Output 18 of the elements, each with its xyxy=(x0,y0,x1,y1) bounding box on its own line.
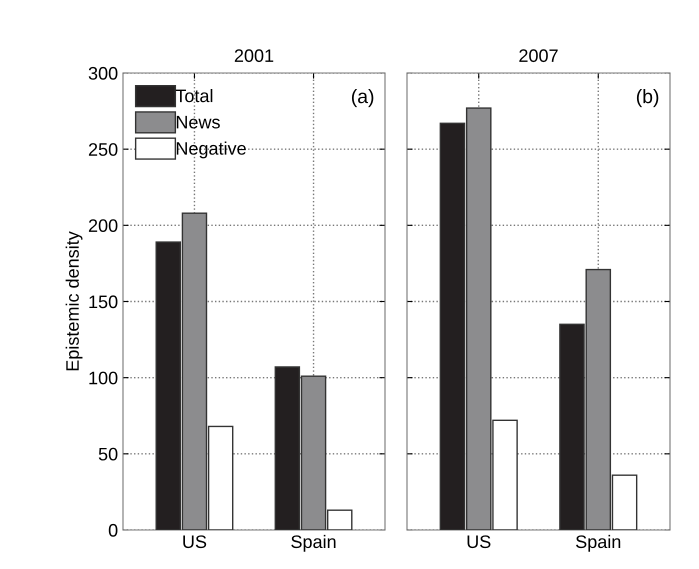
legend-label: News xyxy=(176,116,220,129)
y-tick-label: 150 xyxy=(89,295,118,308)
y-tick-label: 100 xyxy=(89,372,118,384)
annotation: (b) xyxy=(636,88,658,108)
x-tick-label: Spain xyxy=(576,534,620,552)
y-tick-label: 300 xyxy=(88,66,118,80)
y-tick-label: 50 xyxy=(98,448,118,461)
chart-title: 2007 xyxy=(519,49,558,62)
x-tick-label: Spain xyxy=(291,534,336,552)
y-tick-label: 250 xyxy=(88,143,118,156)
chart-title: 2001 xyxy=(234,49,274,62)
y-axis-title: Epistemic density xyxy=(66,231,82,370)
y-tick-label: 200 xyxy=(88,219,118,232)
x-tick-label: US xyxy=(183,535,206,548)
legend-label: Negative xyxy=(176,142,246,158)
annotation: (a) xyxy=(352,88,374,108)
x-tick-label: US xyxy=(468,535,490,548)
y-tick-label: 0 xyxy=(108,524,118,537)
